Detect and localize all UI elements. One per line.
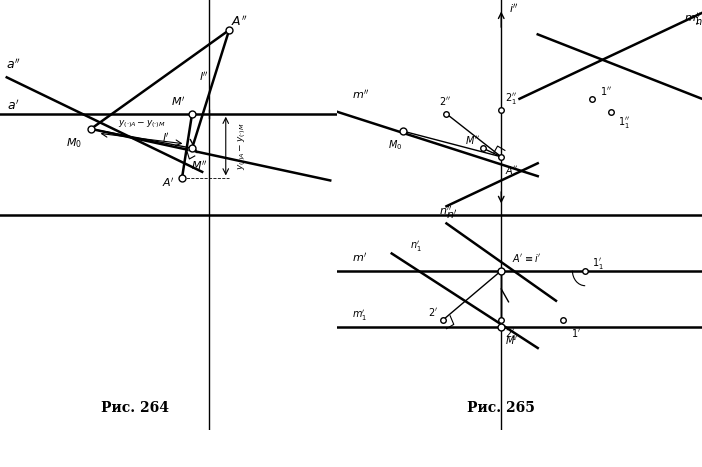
Text: $m''$: $m''$	[352, 88, 369, 101]
Text: $A''$: $A''$	[231, 14, 248, 29]
Text: $n''$: $n''$	[439, 204, 453, 217]
Text: $M_0$: $M_0$	[388, 138, 402, 152]
Text: $A' \equiv i'$: $A' \equiv i'$	[512, 252, 541, 264]
Text: $1'$: $1'$	[571, 327, 581, 339]
Text: $A''$: $A''$	[505, 164, 519, 176]
Text: $M''$: $M''$	[465, 134, 479, 146]
Text: $2_1''$: $2_1''$	[505, 91, 517, 106]
Text: Рис. 264: Рис. 264	[101, 402, 168, 416]
Text: $2'$: $2'$	[428, 306, 438, 318]
Text: $a''$: $a''$	[6, 57, 21, 72]
Text: $2_1'$: $2_1'$	[505, 327, 517, 342]
Text: $y_{(\cdot)A} - y_{(\cdot)M}$: $y_{(\cdot)A} - y_{(\cdot)M}$	[236, 122, 248, 170]
Text: $M''$: $M''$	[190, 159, 207, 172]
Text: $2''$: $2''$	[439, 95, 451, 107]
Text: $M'$: $M'$	[505, 334, 518, 346]
Text: $a'$: $a'$	[7, 98, 20, 113]
Text: $m_1''$: $m_1''$	[684, 11, 701, 27]
Text: $l'$: $l'$	[161, 131, 170, 144]
Text: $i''$: $i''$	[508, 2, 519, 15]
Text: $y_{(\cdot)A} - y_{(\cdot)M}$: $y_{(\cdot)A} - y_{(\cdot)M}$	[118, 118, 166, 130]
Polygon shape	[189, 148, 194, 154]
Text: $1_1''$: $1_1''$	[618, 114, 630, 130]
Text: $A'$: $A'$	[162, 176, 175, 189]
Text: $M'$: $M'$	[171, 94, 186, 107]
Text: $1_1'$: $1_1'$	[592, 256, 604, 271]
Text: $m'$: $m'$	[352, 251, 367, 264]
Text: $1''$: $1''$	[600, 85, 611, 97]
Text: $n_1''$: $n_1''$	[695, 16, 702, 31]
Text: $n'$: $n'$	[446, 208, 458, 221]
Text: $M_0$: $M_0$	[66, 136, 82, 150]
Text: $l''$: $l''$	[199, 70, 208, 83]
Text: Рис. 265: Рис. 265	[468, 402, 535, 416]
Text: $n_1'$: $n_1'$	[410, 240, 422, 254]
Text: $m_1'$: $m_1'$	[352, 308, 366, 323]
